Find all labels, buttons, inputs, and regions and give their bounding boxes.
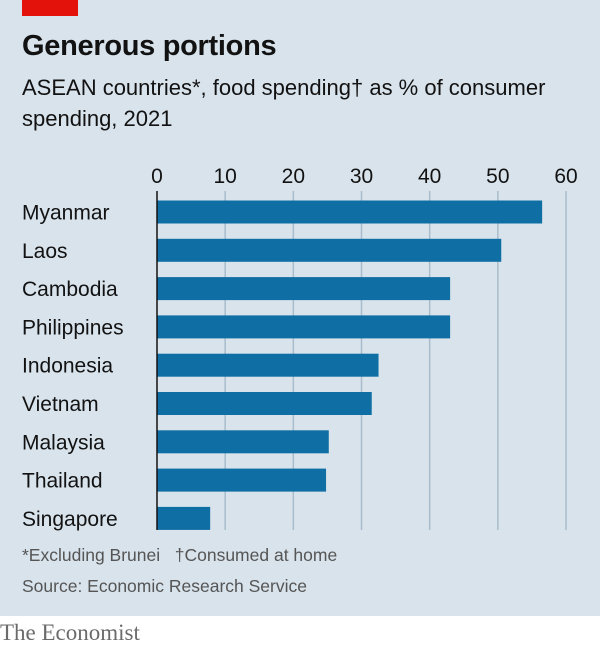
x-tick-label: 60 (554, 165, 577, 188)
category-label: Indonesia (22, 355, 113, 378)
bar (157, 238, 502, 262)
chart-title: Generous portions (22, 30, 277, 62)
x-tick-label: 30 (350, 165, 373, 188)
bar (157, 430, 329, 454)
category-label: Singapore (22, 508, 118, 531)
x-tick-label: 0 (151, 165, 163, 188)
footnote-excluding-brunei: *Excluding Brunei (22, 545, 161, 565)
category-label: Philippines (22, 316, 124, 339)
bar (157, 277, 451, 301)
bar (157, 506, 211, 530)
bar (157, 353, 379, 377)
bar (157, 200, 543, 224)
category-label: Malaysia (22, 431, 105, 454)
chart-panel (0, 0, 600, 616)
category-label: Vietnam (22, 393, 99, 416)
brand-accent-bar (22, 0, 78, 16)
category-label: Thailand (22, 470, 103, 493)
x-tick-label: 20 (282, 165, 305, 188)
x-tick-label: 10 (213, 165, 236, 188)
bar (157, 392, 372, 415)
publisher-logo: The Economist (0, 620, 140, 645)
x-tick-label: 50 (486, 165, 509, 188)
category-label: Cambodia (22, 278, 118, 301)
category-label: Laos (22, 240, 68, 263)
category-label: Myanmar (22, 202, 110, 225)
bar (157, 315, 451, 339)
footnote-consumed-at-home: †Consumed at home (174, 545, 338, 565)
footnotes: *Excluding Brunei †Consumed at home (22, 545, 337, 566)
x-tick-label: 40 (418, 165, 441, 188)
source-note: Source: Economic Research Service (22, 576, 307, 596)
bar (157, 468, 327, 492)
chart-subtitle: ASEAN countries*, food spending† as % of… (22, 75, 546, 131)
bar-chart: 0 10 20 30 40 50 60 Myanmar Laos Cambodia Philippi… (22, 165, 578, 531)
